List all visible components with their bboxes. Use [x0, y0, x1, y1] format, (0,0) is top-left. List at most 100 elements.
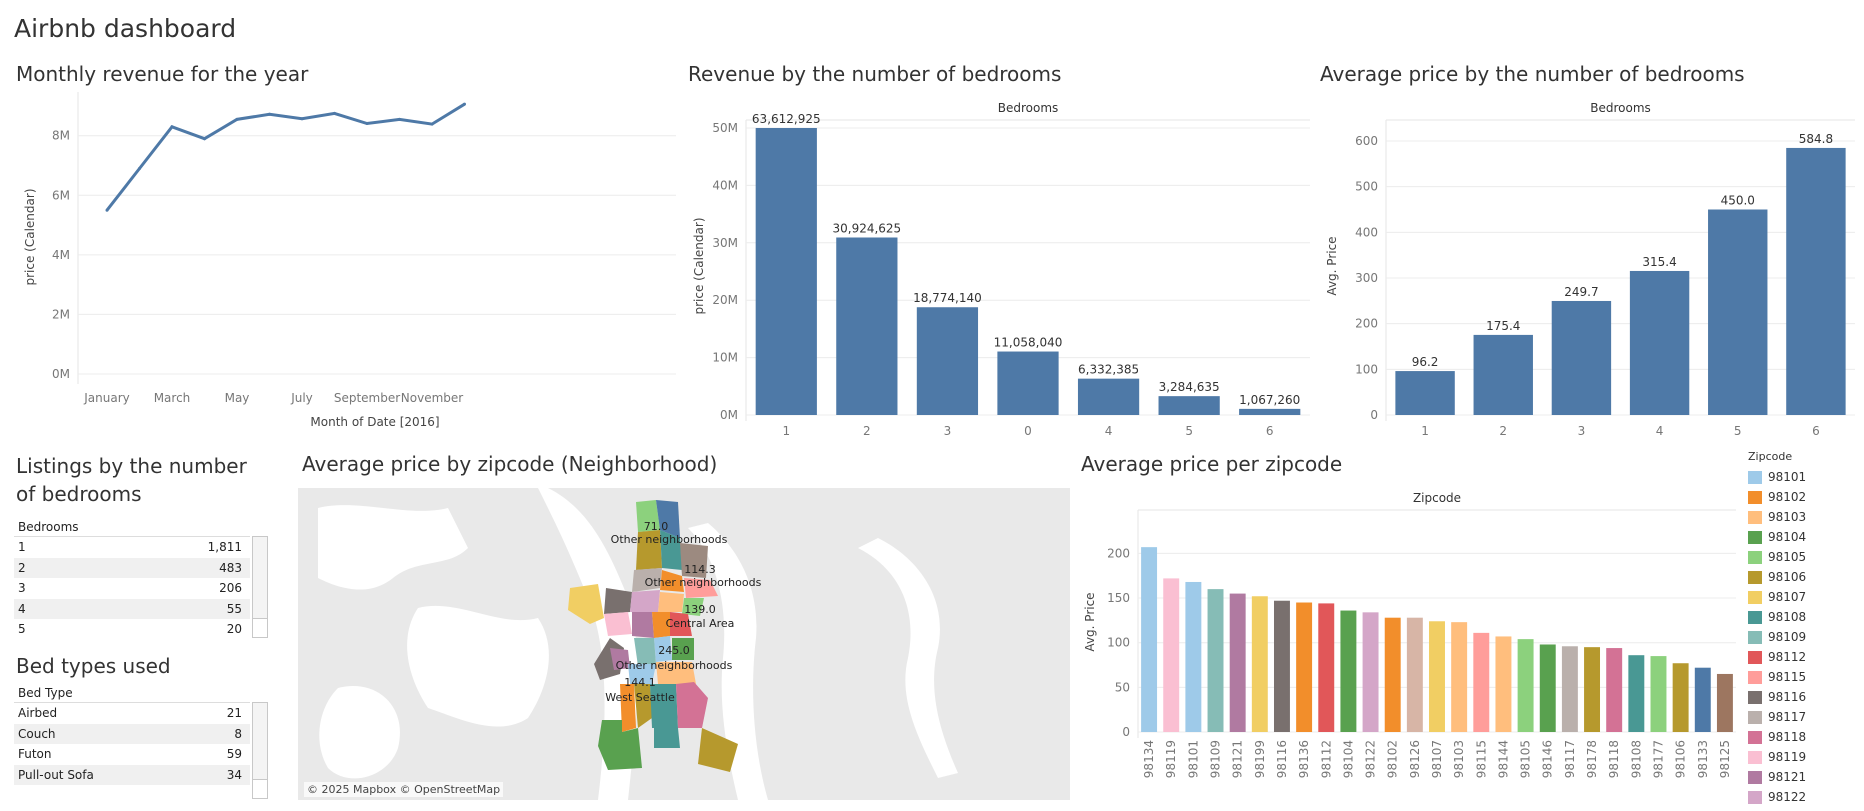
legend-label: 98116 — [1768, 690, 1807, 704]
legend-swatch — [1748, 470, 1762, 484]
zip-region[interactable] — [650, 684, 678, 728]
legend-item[interactable]: 98121 — [1748, 767, 1806, 787]
listings-scroll-thumb[interactable] — [253, 537, 267, 619]
zip-region[interactable] — [628, 664, 656, 684]
zipcode-map[interactable]: 71.0 Other neighborhoods 114.3 Other nei… — [298, 488, 1070, 800]
y-axis-label: price (Calendar) — [692, 217, 706, 314]
zip-region[interactable] — [670, 612, 692, 636]
x-tick-label: 98121 — [1231, 740, 1245, 778]
legend-item[interactable]: 98108 — [1748, 607, 1806, 627]
legend-item[interactable]: 98118 — [1748, 727, 1806, 747]
bedtypes-table-row[interactable]: Futon 59 — [14, 744, 250, 765]
zip-region[interactable] — [682, 598, 704, 616]
x-tick-label: 98146 — [1541, 740, 1555, 778]
zip-region[interactable] — [652, 612, 670, 638]
x-tick-label: 3 — [944, 424, 952, 438]
bar — [1384, 617, 1401, 732]
bedtypes-table-row[interactable]: Couch 8 — [14, 723, 250, 744]
zip-region[interactable] — [634, 684, 652, 728]
legend-item[interactable]: 98103 — [1748, 507, 1806, 527]
zip-region[interactable] — [698, 728, 738, 772]
listings-table-row[interactable]: 2 483 — [14, 557, 250, 578]
x-tick-label: 98102 — [1386, 740, 1400, 778]
legend-item[interactable]: 98115 — [1748, 667, 1806, 687]
zip-region[interactable] — [632, 612, 654, 638]
zip-region[interactable] — [656, 500, 680, 538]
legend-swatch — [1748, 490, 1762, 504]
revenue-by-bedrooms-bar-chart[interactable]: Bedrooms 0M 10M 20M 30M 40M 50M 63,612,925 1 30,9… — [680, 90, 1320, 438]
zip-region[interactable] — [658, 592, 684, 612]
zip-region[interactable] — [568, 584, 604, 624]
data-point — [138, 167, 141, 170]
legend-item[interactable]: 98112 — [1748, 647, 1806, 667]
zip-region[interactable] — [660, 570, 684, 592]
listings-table-row[interactable]: 1 1,811 — [14, 537, 250, 558]
zip-region[interactable] — [610, 648, 630, 670]
zip-region[interactable] — [630, 590, 660, 612]
listings-table-row[interactable]: 5 20 — [14, 619, 250, 640]
x-tick-label: 98119 — [1164, 740, 1178, 778]
legend-item[interactable]: 98102 — [1748, 487, 1806, 507]
zip-region[interactable] — [680, 543, 708, 578]
listings-scrollbar[interactable] — [252, 536, 268, 638]
legend-item[interactable]: 98109 — [1748, 627, 1806, 647]
zip-region[interactable] — [632, 568, 662, 592]
monthly-revenue-line-chart[interactable]: 0M 2M 4M 6M 8M January March May July September No… — [0, 90, 680, 435]
x-tick-label: 0 — [1024, 424, 1032, 438]
zip-region[interactable] — [684, 578, 718, 598]
zip-region[interactable] — [604, 612, 632, 636]
avg-price-per-zipcode-bar-chart[interactable]: Zipcode 0 50 100 150 200 98134 98119 98101 98109 9… — [1080, 488, 1740, 808]
row-value: 1,811 — [207, 540, 242, 554]
listings-table-row[interactable]: 4 55 — [14, 598, 250, 619]
x-tick-label: 6 — [1266, 424, 1274, 438]
legend-item[interactable]: 98105 — [1748, 547, 1806, 567]
x-tick-label: 98177 — [1651, 740, 1665, 778]
bedtypes-scrollbar[interactable] — [252, 702, 268, 799]
zip-region[interactable] — [598, 720, 642, 770]
zip-region[interactable] — [636, 530, 662, 570]
x-tick-label: 98108 — [1629, 740, 1643, 778]
legend-item[interactable]: 98116 — [1748, 687, 1806, 707]
listings-table-row[interactable]: 3 206 — [14, 578, 250, 599]
zip-region[interactable] — [672, 638, 694, 660]
y-axis-label: Avg. Price — [1083, 592, 1097, 651]
avg-price-by-bedrooms-bar-chart[interactable]: Bedrooms 0 100 200 300 400 500 600 96.2 1 175.4 2 24… — [1310, 90, 1860, 438]
zip-region[interactable] — [676, 682, 708, 728]
map-label: Other neighborhoods — [611, 533, 728, 546]
x-tick-label: November — [401, 391, 463, 405]
zip-region[interactable] — [660, 530, 682, 570]
legend-item[interactable]: 98117 — [1748, 707, 1806, 727]
x-tick-label: 98101 — [1186, 740, 1200, 778]
row-value: 34 — [226, 767, 242, 782]
zip-region[interactable] — [604, 588, 632, 614]
bedtypes-table-row[interactable]: Airbed 21 — [14, 703, 250, 724]
row-label: 3 — [18, 581, 26, 595]
x-tick-label: 98112 — [1319, 740, 1333, 778]
legend-item[interactable]: 98107 — [1748, 587, 1806, 607]
zip-region[interactable] — [654, 636, 672, 662]
row-label: 2 — [18, 560, 26, 575]
legend-item[interactable]: 98119 — [1748, 747, 1806, 767]
y-tick-label: 600 — [1355, 134, 1378, 148]
zip-region[interactable] — [620, 684, 636, 732]
y-tick-label: 30M — [712, 236, 738, 250]
legend-item[interactable]: 98106 — [1748, 567, 1806, 587]
bedtypes-scroll-thumb[interactable] — [253, 703, 267, 780]
listings-column-header: Bedrooms — [18, 520, 79, 534]
x-tick-label: January — [83, 391, 130, 405]
legend-item[interactable]: 98104 — [1748, 527, 1806, 547]
map-label: 144.1 — [624, 676, 656, 689]
map-title: Average price by zipcode (Neighborhood) — [302, 452, 718, 476]
bedtypes-table-row[interactable]: Pull-out Sofa 34 — [14, 764, 250, 785]
zip-region[interactable] — [654, 728, 680, 748]
zip-region[interactable] — [634, 638, 656, 666]
x-tick-label: 98115 — [1474, 740, 1488, 778]
legend-label: 98119 — [1768, 750, 1807, 764]
zip-region[interactable] — [636, 500, 660, 532]
x-tick-label: 5 — [1185, 424, 1193, 438]
zip-region[interactable] — [656, 662, 696, 684]
legend-item[interactable]: 98101 — [1748, 467, 1806, 487]
bar — [1362, 612, 1379, 732]
legend-items: 98101 98102 98103 98104 98105 98106 98107 98108… — [1748, 467, 1806, 807]
legend-item[interactable]: 98122 — [1748, 787, 1806, 807]
